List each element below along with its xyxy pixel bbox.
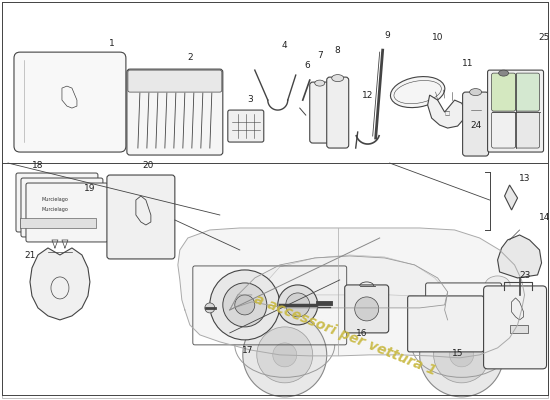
FancyBboxPatch shape: [14, 52, 126, 152]
FancyBboxPatch shape: [107, 175, 175, 259]
Polygon shape: [498, 235, 542, 278]
Circle shape: [210, 270, 280, 340]
Text: 24: 24: [470, 121, 481, 130]
Polygon shape: [428, 95, 466, 128]
Text: 20: 20: [142, 161, 153, 170]
Text: 16: 16: [356, 329, 367, 338]
Bar: [20, 218, 96, 228]
Circle shape: [235, 295, 255, 315]
FancyBboxPatch shape: [26, 183, 108, 242]
Ellipse shape: [315, 80, 324, 86]
Text: 14: 14: [539, 213, 550, 222]
Circle shape: [257, 327, 313, 383]
Text: 18: 18: [32, 161, 43, 170]
Text: 3: 3: [247, 95, 252, 104]
Text: 7: 7: [317, 51, 323, 60]
Text: 12: 12: [362, 91, 373, 100]
FancyBboxPatch shape: [127, 69, 223, 155]
Text: □: □: [445, 111, 450, 116]
Text: 19: 19: [84, 184, 96, 193]
FancyBboxPatch shape: [128, 70, 222, 92]
Circle shape: [278, 285, 318, 325]
Circle shape: [273, 343, 297, 367]
Polygon shape: [238, 255, 448, 296]
Text: 15: 15: [452, 349, 463, 358]
Circle shape: [223, 283, 267, 327]
Circle shape: [355, 297, 379, 321]
Circle shape: [243, 313, 327, 397]
Circle shape: [420, 313, 504, 397]
FancyBboxPatch shape: [483, 286, 547, 369]
Text: 13: 13: [519, 174, 530, 183]
Text: 10: 10: [432, 33, 443, 42]
Circle shape: [515, 294, 524, 302]
FancyBboxPatch shape: [488, 70, 543, 152]
Text: 11: 11: [462, 59, 474, 68]
Polygon shape: [178, 228, 525, 358]
Text: Murcielago: Murcielago: [42, 208, 69, 212]
FancyBboxPatch shape: [327, 77, 349, 148]
Text: a accessori per vettura 1: a accessori per vettura 1: [251, 292, 438, 378]
FancyBboxPatch shape: [228, 110, 264, 142]
Bar: [509, 325, 527, 333]
Text: 9: 9: [385, 31, 390, 40]
FancyBboxPatch shape: [492, 73, 515, 111]
Text: 21: 21: [24, 251, 36, 260]
Ellipse shape: [485, 276, 510, 294]
Ellipse shape: [470, 88, 482, 96]
Circle shape: [449, 343, 474, 367]
Text: 2: 2: [187, 53, 192, 62]
FancyBboxPatch shape: [426, 283, 502, 339]
Polygon shape: [230, 256, 448, 310]
FancyBboxPatch shape: [463, 92, 488, 156]
FancyBboxPatch shape: [21, 178, 103, 237]
Text: 23: 23: [519, 271, 530, 280]
Text: Murcielago: Murcielago: [42, 198, 69, 202]
FancyBboxPatch shape: [345, 285, 389, 333]
Ellipse shape: [332, 75, 344, 82]
FancyBboxPatch shape: [515, 112, 540, 148]
Text: 4: 4: [282, 41, 288, 50]
FancyBboxPatch shape: [310, 82, 329, 143]
Circle shape: [286, 293, 310, 317]
Ellipse shape: [499, 70, 509, 76]
Ellipse shape: [390, 76, 445, 108]
Text: 1: 1: [109, 39, 115, 48]
Circle shape: [205, 303, 215, 313]
Text: 6: 6: [305, 61, 311, 70]
FancyBboxPatch shape: [492, 112, 515, 148]
FancyBboxPatch shape: [16, 173, 98, 232]
Text: 25: 25: [539, 33, 550, 42]
Polygon shape: [504, 185, 518, 210]
FancyBboxPatch shape: [408, 296, 483, 352]
Text: 17: 17: [242, 346, 254, 355]
FancyBboxPatch shape: [515, 73, 540, 111]
Text: 8: 8: [335, 46, 340, 55]
Circle shape: [433, 327, 490, 383]
Polygon shape: [30, 248, 90, 320]
